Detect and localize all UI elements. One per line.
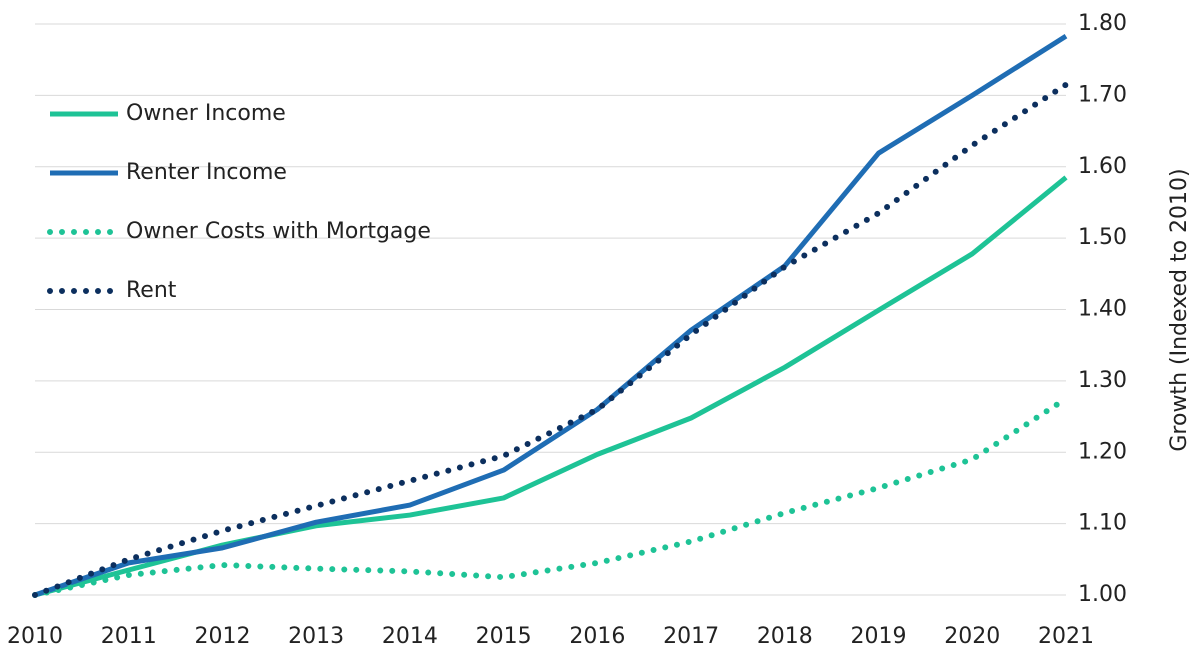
series-line (34, 34, 1068, 598)
y-tick-label: 1.70 (1078, 82, 1127, 107)
legend-label: Owner Income (126, 101, 286, 126)
x-tick-label: 2014 (382, 624, 438, 649)
y-tick-label: 1.60 (1078, 154, 1127, 179)
series-line (32, 81, 1069, 598)
legend-label: Renter Income (126, 160, 287, 185)
x-tick-label: 2021 (1038, 624, 1094, 649)
y-tick-label: 1.40 (1078, 297, 1127, 322)
x-tick-label: 2010 (7, 624, 63, 649)
y-tick-label: 1.20 (1078, 439, 1127, 464)
x-tick-label: 2011 (101, 624, 157, 649)
x-tick-label: 2018 (757, 624, 813, 649)
y-tick-label: 1.80 (1078, 11, 1127, 36)
x-tick-label: 2012 (194, 624, 250, 649)
legend-label: Owner Costs with Mortgage (126, 219, 431, 244)
x-tick-label: 2013 (288, 624, 344, 649)
y-tick-label: 1.00 (1078, 582, 1127, 607)
x-tick-label: 2016 (569, 624, 625, 649)
x-tick-label: 2015 (476, 624, 532, 649)
y-tick-label: 1.30 (1078, 368, 1127, 393)
x-tick-label: 2020 (944, 624, 1000, 649)
y-tick-label: 1.10 (1078, 511, 1127, 536)
y-axis-label: Growth (Indexed to 2010) (1167, 168, 1192, 451)
legend-label: Rent (126, 278, 177, 303)
y-tick-label: 1.50 (1078, 225, 1127, 250)
x-tick-label: 2019 (851, 624, 907, 649)
series-line (32, 395, 1069, 598)
x-tick-label: 2017 (663, 624, 719, 649)
